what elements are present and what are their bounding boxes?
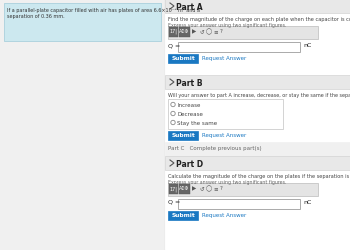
Text: Part D: Part D [176,159,203,168]
Bar [168,27,318,40]
Bar [168,183,318,196]
Text: ◯: ◯ [206,185,212,192]
Text: nC: nC [303,43,312,48]
Text: Q =: Q = [168,43,180,48]
Text: Request Answer: Request Answer [202,56,246,61]
Text: ↺: ↺ [199,29,204,34]
Text: separation of 0.36 mm.: separation of 0.36 mm. [7,14,65,19]
Text: nC: nC [303,199,312,204]
Text: Stay the same: Stay the same [177,120,217,126]
Text: ?: ? [220,185,223,190]
Bar [165,0,350,14]
Bar [179,28,190,38]
Bar [178,199,300,209]
Text: Request Answer: Request Answer [202,132,246,138]
Circle shape [171,121,175,125]
Bar [165,142,350,156]
Text: ▶: ▶ [192,185,196,190]
Text: Part A: Part A [176,3,203,12]
Text: ◯: ◯ [206,29,212,35]
Bar [168,100,283,130]
Text: ↺: ↺ [199,185,204,190]
Bar [168,211,198,220]
Text: Part C   Complete previous part(s): Part C Complete previous part(s) [168,146,262,150]
Text: Submit: Submit [171,132,195,138]
Bar [165,90,350,157]
Text: Will your answer to part A increase, decrease, or stay the same if the separatio: Will your answer to part A increase, dec… [168,93,350,98]
Text: Request Answer: Request Answer [202,212,246,217]
Text: If a parallel-plate capacitor filled with air has plates of area 6.6×10⁻³ m² and: If a parallel-plate capacitor filled wit… [7,8,200,13]
Bar [178,43,300,53]
Bar [169,28,178,38]
Bar [165,0,350,250]
Text: Decrease: Decrease [177,112,203,116]
Text: Q =: Q = [168,199,180,204]
Text: ▶: ▶ [192,29,196,34]
Bar [168,55,198,64]
Text: AΣΦ: AΣΦ [179,185,190,190]
Circle shape [171,112,175,116]
Text: Increase: Increase [177,102,200,108]
Text: AΣΦ: AΣΦ [179,29,190,34]
Text: Part B: Part B [176,79,203,88]
Bar [4,4,161,42]
Text: Find the magnitude of the charge on each plate when the capacitor is connected t: Find the magnitude of the charge on each… [168,17,350,22]
Text: 17|: 17| [169,29,177,34]
Text: Calculate the magnitude of the charge on the plates if the separation is 0.83 mm: Calculate the magnitude of the charge on… [168,173,350,178]
Bar [165,156,350,170]
Text: 17|: 17| [169,185,177,191]
Text: Submit: Submit [171,212,195,217]
Circle shape [171,103,175,107]
Text: Express your answer using two significant figures.: Express your answer using two significan… [168,179,287,184]
Bar [165,14,350,76]
Bar [169,184,178,194]
Bar [168,132,198,140]
Bar [165,170,350,250]
Bar [179,184,190,194]
Text: ≡: ≡ [213,29,218,34]
Text: ≡: ≡ [213,185,218,190]
Text: Submit: Submit [171,56,195,61]
Text: ?: ? [220,29,223,34]
Text: Express your answer using two significant figures.: Express your answer using two significan… [168,23,287,28]
Bar [165,76,350,90]
